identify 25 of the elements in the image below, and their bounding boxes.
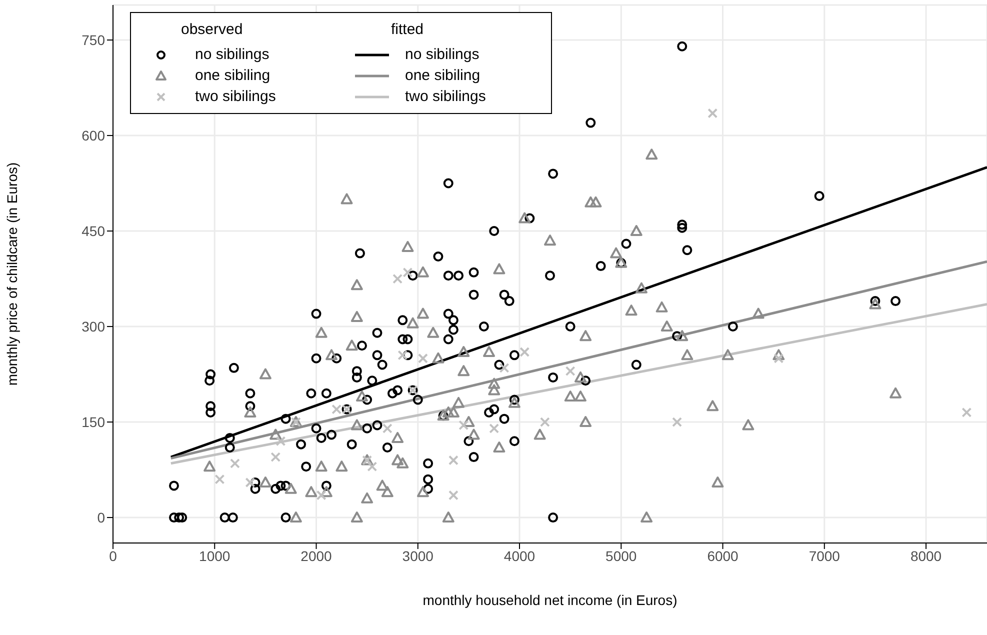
y-tick-label: 750 [82, 32, 106, 48]
y-axis-title: monthly price of childcare (in Euros) [4, 162, 20, 386]
y-tick-label: 300 [82, 318, 106, 334]
x-tick-label: 4000 [504, 548, 536, 564]
x-tick-label: 6000 [707, 548, 739, 564]
x-tick-label: 1000 [199, 548, 230, 564]
x-tick-label: 5000 [606, 548, 637, 564]
legend-label: two sibilings [195, 88, 276, 105]
text: fitted [391, 21, 424, 38]
x-tick-label: 0 [109, 548, 118, 564]
legend-label: no sibilings [195, 46, 270, 63]
legend-label: one sibiling [405, 67, 480, 84]
legend-label: no sibilings [405, 46, 480, 63]
legend-label: one sibiling [195, 67, 270, 84]
x-tick-label: 8000 [910, 548, 942, 564]
y-tick-label: 450 [82, 222, 106, 239]
y-tick-label: 600 [82, 127, 106, 144]
x-tick-label: 3000 [402, 548, 434, 564]
x-axis-title: monthly household net income (in Euros) [422, 592, 678, 608]
y-tick-label: 150 [82, 414, 106, 430]
x-tick-label: 7000 [808, 548, 840, 564]
text: observed [181, 21, 243, 38]
y-tick-label: 0 [97, 510, 106, 526]
x-tick-label: 2000 [300, 548, 332, 564]
legend-label: two sibilings [405, 88, 486, 105]
